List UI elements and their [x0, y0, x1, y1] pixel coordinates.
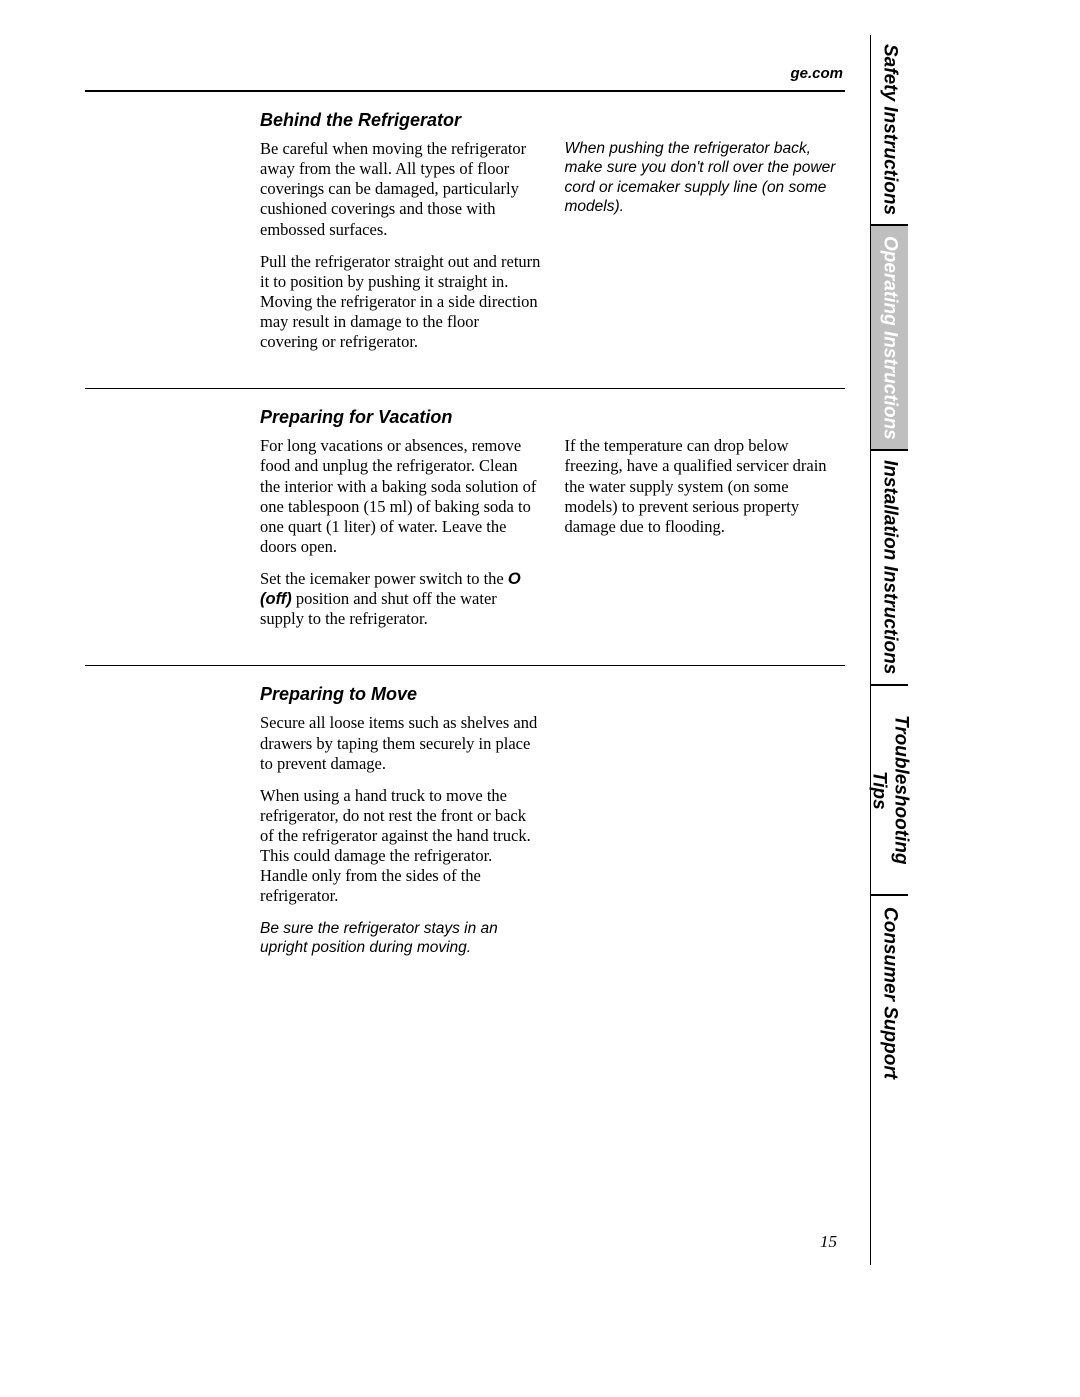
section-divider [85, 388, 845, 389]
text-span: Set the icemaker power switch to the [260, 569, 508, 588]
side-tab-strip: Safety Instructions Operating Instructio… [870, 35, 908, 1265]
body-paragraph: Secure all loose items such as shelves a… [260, 713, 541, 773]
body-paragraph: Pull the refrigerator straight out and r… [260, 252, 541, 353]
body-paragraph: Be careful when moving the refrigerator … [260, 139, 541, 240]
section-heading: Behind the Refrigerator [260, 110, 845, 131]
column-right: When pushing the refrigerator back, make… [565, 139, 846, 364]
column-left: Be careful when moving the refrigerator … [260, 139, 541, 364]
manual-page: ge.com Behind the Refrigerator Be carefu… [85, 65, 955, 993]
top-rule [85, 90, 845, 92]
italic-note: Be sure the refrigerator stays in an upr… [260, 919, 541, 958]
tab-safety-instructions[interactable]: Safety Instructions [871, 35, 908, 225]
body-paragraph: Set the icemaker power switch to the O (… [260, 569, 541, 629]
tab-operating-instructions[interactable]: Operating Instructions [871, 225, 908, 450]
tab-troubleshooting-tips[interactable]: Troubleshooting Tips [871, 685, 908, 895]
column-right: If the temperature can drop below freezi… [565, 436, 846, 641]
body-paragraph: If the temperature can drop below freezi… [565, 436, 846, 537]
section-heading: Preparing to Move [260, 684, 845, 705]
page-number: 15 [820, 1232, 837, 1252]
tab-consumer-support[interactable]: Consumer Support [871, 895, 908, 1090]
body-paragraph: For long vacations or absences, remove f… [260, 436, 541, 557]
column-right [565, 713, 846, 969]
tab-installation-instructions[interactable]: Installation Instructions [871, 450, 908, 685]
section-behind-refrigerator: Behind the Refrigerator Be careful when … [85, 110, 845, 364]
text-span: position and shut off the water supply t… [260, 589, 497, 628]
italic-note: When pushing the refrigerator back, make… [565, 139, 846, 217]
column-left: Secure all loose items such as shelves a… [260, 713, 541, 969]
section-preparing-vacation: Preparing for Vacation For long vacation… [85, 407, 845, 641]
section-divider [85, 665, 845, 666]
body-paragraph: When using a hand truck to move the refr… [260, 786, 541, 907]
column-left: For long vacations or absences, remove f… [260, 436, 541, 641]
section-heading: Preparing for Vacation [260, 407, 845, 428]
header-url: ge.com [85, 65, 845, 82]
section-preparing-move: Preparing to Move Secure all loose items… [85, 684, 845, 969]
